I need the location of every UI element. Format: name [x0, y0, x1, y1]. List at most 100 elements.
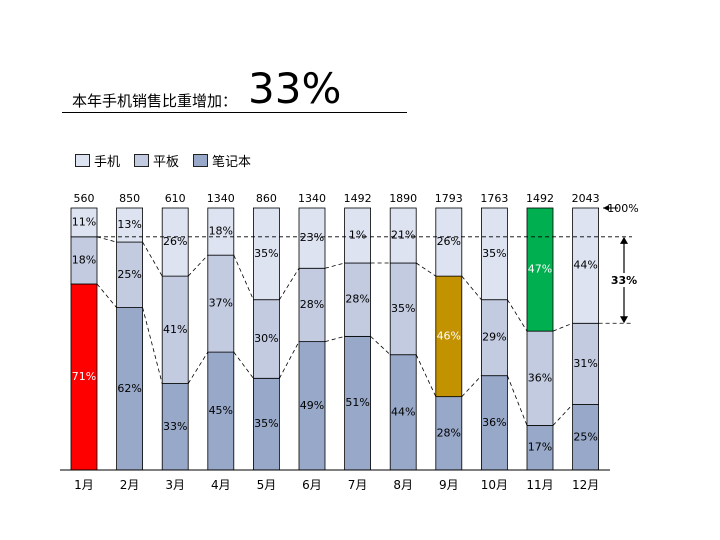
- segment-label: 25%: [117, 268, 141, 281]
- total-label: 1492: [526, 192, 554, 205]
- connector-line: [142, 307, 163, 384]
- segment-label: 28%: [437, 426, 461, 439]
- segment-label: 45%: [209, 404, 233, 417]
- connector-line: [507, 375, 528, 426]
- connector-line: [507, 299, 528, 332]
- month-label: 2月: [120, 478, 140, 492]
- total-label: 1340: [298, 192, 326, 205]
- bar-segment: [298, 267, 326, 343]
- bar-segment: [161, 207, 189, 277]
- segment-label: 28%: [300, 298, 324, 311]
- connector-line: [187, 254, 209, 277]
- segment-label: 26%: [437, 235, 461, 248]
- segment-label: 36%: [482, 416, 506, 429]
- bar-segment: [389, 207, 417, 264]
- month-label: 1月: [74, 478, 94, 492]
- delta-arrow-head-bottom: [620, 316, 628, 324]
- segment-label: 29%: [482, 331, 506, 344]
- bar-segment: [298, 341, 326, 471]
- connector-line: [279, 341, 300, 379]
- bar-segment: [116, 241, 143, 308]
- connector-line: [324, 335, 345, 343]
- delta-arrow-head-top: [620, 236, 628, 244]
- legend-item: 手机: [75, 151, 120, 170]
- month-label: 3月: [165, 478, 185, 492]
- top-arrow-head: [603, 205, 609, 211]
- connector-line: [415, 262, 437, 277]
- delta-annotation-backdrop: [610, 273, 638, 288]
- delta-annotation: 33%: [611, 274, 637, 287]
- connector-line: [187, 351, 209, 384]
- bar-segment: [572, 207, 599, 324]
- bar-segment: [389, 262, 417, 356]
- legend-label: 笔记本: [212, 155, 252, 170]
- segment-label: 30%: [254, 332, 278, 345]
- bar-segment: [435, 207, 463, 277]
- segment-label: 11%: [72, 215, 96, 228]
- segment-label: 44%: [391, 405, 415, 418]
- segment-label: 51%: [345, 396, 369, 409]
- connector-line: [233, 351, 254, 379]
- bar-segment: [298, 207, 326, 269]
- bar-segment: [344, 262, 372, 337]
- segment-label: 47%: [528, 263, 552, 276]
- month-label: 7月: [348, 478, 368, 492]
- bar-segment: [526, 207, 554, 332]
- legend-label: 平板: [153, 155, 180, 170]
- month-label: 5月: [257, 478, 277, 492]
- bar-segment: [161, 383, 189, 471]
- connector-line: [142, 241, 163, 277]
- month-label: 6月: [302, 478, 322, 492]
- bar-segment: [480, 207, 508, 301]
- total-label: 1763: [480, 192, 508, 205]
- bar-segment: [70, 207, 98, 238]
- total-label: 860: [256, 192, 277, 205]
- bar-segment: [207, 351, 235, 471]
- legend-item: 笔记本: [193, 151, 251, 170]
- segment-label: 31%: [573, 357, 597, 370]
- month-label: 9月: [439, 478, 459, 492]
- top-annotation: 100%: [607, 202, 638, 215]
- legend-label: 手机: [94, 155, 121, 170]
- legend-swatch: [193, 154, 209, 167]
- segment-label: 36%: [528, 371, 552, 384]
- chart-legend: 手机 平板 笔记本: [75, 151, 251, 170]
- segment-label: 21%: [391, 229, 415, 242]
- segment-label: 17%: [528, 441, 552, 454]
- segment-label: 26%: [163, 235, 187, 248]
- total-label: 1890: [389, 192, 417, 205]
- segment-label: 62%: [117, 382, 141, 395]
- headline-prefix: 本年手机销售比重增加：: [72, 92, 238, 110]
- connector-line: [461, 275, 482, 300]
- total-label: 1340: [207, 192, 235, 205]
- bar-segment: [480, 299, 508, 377]
- connector-line: [552, 404, 573, 426]
- total-label: 1492: [344, 192, 372, 205]
- headline-underline: [62, 112, 407, 113]
- bar-segment: [161, 275, 189, 384]
- bar-segment: [572, 322, 599, 405]
- month-label: 11月: [526, 478, 553, 492]
- segment-label: 25%: [573, 430, 597, 443]
- headline-value: 33%: [248, 64, 342, 113]
- segment-label: 28%: [345, 293, 369, 306]
- month-label: 8月: [393, 478, 413, 492]
- segment-label: 71%: [72, 370, 96, 383]
- segment-label: 44%: [573, 259, 597, 272]
- bar-segment: [70, 236, 98, 285]
- connector-line: [96, 236, 117, 243]
- bar-segment: [344, 207, 372, 264]
- bar-segment: [389, 354, 417, 471]
- total-label: 850: [119, 192, 140, 205]
- legend-swatch: [134, 154, 150, 167]
- bar-segment: [526, 330, 554, 426]
- total-label: 2043: [572, 192, 600, 205]
- bar-segment: [116, 207, 143, 243]
- segment-label: 37%: [209, 297, 233, 310]
- segment-label: 35%: [254, 247, 278, 260]
- segment-label: 35%: [391, 302, 415, 315]
- bar-segment: [252, 299, 280, 379]
- segment-label: 13%: [117, 218, 141, 231]
- segment-label: 46%: [437, 329, 461, 342]
